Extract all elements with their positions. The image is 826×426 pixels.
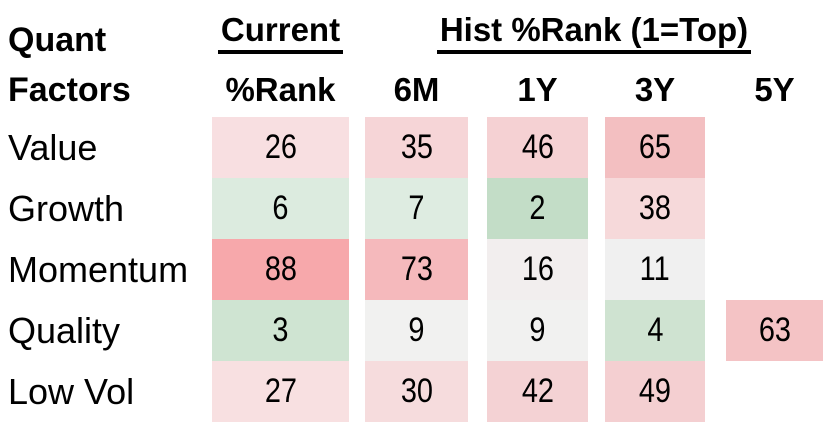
table-title-line2: Factors (8, 71, 131, 109)
hist-group-header-label: Hist %Rank (1=Top) (436, 11, 752, 54)
cell-growth-1y: 2 (487, 178, 588, 239)
col-header-5y: 5Y (754, 71, 795, 108)
row-label-lowvol: Low Vol (8, 371, 135, 412)
hist-group-header: Hist %Rank (1=Top) (365, 10, 823, 54)
col-header-3y: 3Y (634, 71, 676, 108)
col-header-percent-rank: %Rank (225, 71, 336, 108)
cell-value-6m: 35 (365, 117, 468, 178)
cell-momentum-6m: 73 (365, 239, 468, 300)
cell-lowvol-1y: 42 (487, 361, 588, 422)
cell-lowvol-5y (726, 361, 823, 422)
current-group-header: Current (212, 10, 349, 54)
row-label-value: Value (8, 127, 98, 168)
col-header-6m: 6M (393, 71, 440, 108)
cell-momentum-1y: 16 (487, 239, 588, 300)
row-label-growth: Growth (8, 188, 125, 229)
cell-quality-current: 3 (212, 300, 349, 361)
cell-momentum-5y (726, 239, 823, 300)
cell-momentum-current: 88 (212, 239, 349, 300)
cell-quality-3y: 4 (605, 300, 705, 361)
table-title-line1: Quant (8, 21, 107, 59)
cell-lowvol-6m: 30 (365, 361, 468, 422)
cell-value-3y: 65 (605, 117, 705, 178)
cell-quality-6m: 9 (365, 300, 468, 361)
cell-growth-5y (726, 178, 823, 239)
cell-quality-1y: 9 (487, 300, 588, 361)
cell-momentum-3y: 11 (605, 239, 705, 300)
cell-lowvol-current: 27 (212, 361, 349, 422)
current-group-header-label: Current (217, 11, 344, 54)
cell-growth-6m: 7 (365, 178, 468, 239)
row-label-quality: Quality (8, 310, 121, 351)
cell-quality-5y: 63 (726, 300, 823, 361)
cell-growth-3y: 38 (605, 178, 705, 239)
cell-value-1y: 46 (487, 117, 588, 178)
cell-value-5y (726, 117, 823, 178)
col-header-1y: 1Y (517, 71, 558, 108)
row-label-momentum: Momentum (8, 249, 189, 290)
cell-growth-current: 6 (212, 178, 349, 239)
cell-value-current: 26 (212, 117, 349, 178)
cell-lowvol-3y: 49 (605, 361, 705, 422)
